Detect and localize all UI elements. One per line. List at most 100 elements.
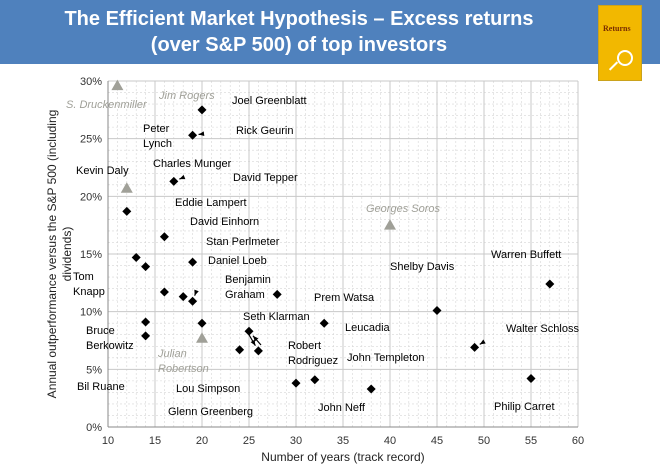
arrowhead-walter-schloss bbox=[479, 339, 486, 345]
x-tick-label: 60 bbox=[572, 435, 584, 447]
label-philip-carret: Philip Carret bbox=[494, 401, 555, 413]
label-bruce-berkowitz: Bruce bbox=[86, 325, 115, 337]
arrowhead-glenn-greenberg bbox=[250, 339, 256, 346]
y-axis-title: Annual outperformance versus the S&P 500… bbox=[45, 110, 59, 399]
x-tick-label: 55 bbox=[525, 435, 537, 447]
arrowhead-seth-klarman bbox=[252, 335, 259, 342]
point-warren-buffett bbox=[545, 279, 555, 289]
label-tom-knapp-line-2: Knapp bbox=[73, 286, 105, 298]
x-tick-label: 50 bbox=[478, 435, 490, 447]
point-john-templeton bbox=[366, 384, 376, 394]
x-axis-title: Number of years (track record) bbox=[261, 450, 424, 464]
point-joel-greenblatt bbox=[197, 105, 207, 115]
x-tick-label: 30 bbox=[290, 435, 302, 447]
label-s-druckenmiller: S. Druckenmiller bbox=[66, 99, 148, 111]
label-eddie-lampert: Eddie Lampert bbox=[175, 197, 247, 209]
arrowhead-david-tepper bbox=[179, 174, 186, 180]
point-walter-schloss bbox=[470, 342, 480, 352]
label-daniel-loeb: Daniel Loeb bbox=[208, 255, 267, 267]
arrowhead-daniel-loeb bbox=[194, 289, 199, 296]
label-georges-soros: Georges Soros bbox=[366, 203, 440, 215]
x-tick-label: 25 bbox=[243, 435, 255, 447]
point-s-druckenmiller bbox=[120, 182, 133, 193]
label-rick-geurin: Rick Geurin bbox=[236, 125, 293, 137]
label-benjamin-graham: Benjamin bbox=[225, 274, 271, 286]
y-tick-label: 25% bbox=[80, 134, 102, 146]
title-banner: The Efficient Market Hypothesis – Excess… bbox=[0, 0, 660, 64]
label-lou-simpson: Lou Simpson bbox=[176, 383, 240, 395]
label-david-einhorn: David Einhorn bbox=[190, 216, 259, 228]
chart-title-line-1: The Efficient Market Hypothesis – Excess… bbox=[64, 8, 534, 30]
label-glenn-greenberg: Glenn Greenberg bbox=[168, 406, 253, 418]
point-rick-geurin bbox=[188, 130, 198, 140]
y-tick-label: 10% bbox=[80, 307, 102, 319]
point-bil-ruane bbox=[141, 331, 151, 341]
label-seth-klarman: Seth Klarman bbox=[243, 311, 310, 323]
point-prem-watsa bbox=[272, 289, 282, 299]
y-tick-label: 0% bbox=[86, 422, 102, 434]
point-lou-simpson bbox=[235, 345, 245, 355]
label-julian-robertson: Julian bbox=[157, 348, 187, 360]
label-walter-schloss: Walter Schloss bbox=[506, 323, 579, 335]
label-kevin-daly: Kevin Daly bbox=[76, 165, 129, 177]
point-philip-carret bbox=[526, 374, 536, 384]
point-benjamin-graham bbox=[197, 318, 207, 328]
magnifier-icon bbox=[617, 50, 633, 66]
x-tick-label: 10 bbox=[102, 435, 114, 447]
point-david-einhorn bbox=[188, 257, 198, 267]
label-stan-perlmeter: Stan Perlmeter bbox=[206, 236, 280, 248]
label-peter-lynch-line-2: Lynch bbox=[143, 138, 172, 150]
label-leucadia: Leucadia bbox=[345, 322, 391, 334]
point-glenn-greenberg bbox=[253, 346, 263, 356]
point-daniel-loeb bbox=[188, 296, 198, 306]
label-benjamin-graham-line-2: Graham bbox=[225, 289, 265, 301]
label-joel-greenblatt: Joel Greenblatt bbox=[232, 95, 307, 107]
y-tick-label: 20% bbox=[80, 191, 102, 203]
point-shelby-davis bbox=[432, 306, 442, 316]
label-charles-munger: Charles Munger bbox=[153, 158, 232, 170]
point-charles-munger bbox=[141, 262, 151, 272]
point-seth-klarman bbox=[244, 326, 254, 336]
label-peter-lynch: Peter bbox=[143, 123, 170, 135]
x-tick-label: 20 bbox=[196, 435, 208, 447]
chart-title-line-2: (over S&P 500) of top investors bbox=[150, 34, 448, 56]
point-georges-soros bbox=[384, 219, 396, 230]
point-peter-lynch bbox=[131, 252, 141, 262]
arrowhead-rick-geurin bbox=[198, 131, 205, 137]
point-tom-knapp bbox=[159, 287, 169, 297]
x-tick-label: 15 bbox=[149, 435, 161, 447]
label-warren-buffett: Warren Buffett bbox=[491, 249, 561, 261]
book-cover-image: Returns bbox=[598, 5, 642, 81]
book-cover-title: Returns bbox=[603, 24, 631, 33]
x-tick-label: 40 bbox=[384, 435, 396, 447]
y-tick-label: 30% bbox=[80, 76, 102, 88]
point-stan-perlmeter bbox=[178, 292, 188, 302]
point-robert-rodriguez bbox=[291, 378, 301, 388]
label-bruce-berkowitz-line-2: Berkowitz bbox=[86, 340, 134, 352]
label-john-neff: John Neff bbox=[318, 402, 366, 414]
label-prem-watsa: Prem Watsa bbox=[314, 292, 375, 304]
label-david-tepper: David Tepper bbox=[233, 172, 298, 184]
y-tick-label: 5% bbox=[86, 364, 102, 376]
label-robert-rodriguez: Robert bbox=[288, 340, 321, 352]
label-robert-rodriguez-line-2: Rodriguez bbox=[288, 355, 338, 367]
point-julian-robertson bbox=[196, 332, 208, 343]
label-julian-robertson-line-2: Robertson bbox=[158, 363, 209, 375]
point-bruce-berkowitz bbox=[141, 317, 151, 327]
label-john-templeton: John Templeton bbox=[347, 352, 424, 364]
x-tick-label: 45 bbox=[431, 435, 443, 447]
x-tick-label: 35 bbox=[337, 435, 349, 447]
label-bil-ruane: Bil Ruane bbox=[77, 381, 125, 393]
point-john-neff bbox=[310, 375, 320, 385]
point-eddie-lampert bbox=[159, 232, 169, 242]
label-shelby-davis: Shelby Davis bbox=[390, 261, 455, 273]
point-david-tepper bbox=[169, 176, 179, 186]
point-kevin-daly bbox=[122, 206, 132, 216]
y-axis-title-line-2: dividends) bbox=[60, 227, 74, 282]
label-jim-rogers: Jim Rogers bbox=[158, 90, 215, 102]
label-tom-knapp: Tom bbox=[73, 271, 94, 283]
point-jim-rogers bbox=[111, 79, 124, 91]
y-tick-label: 15% bbox=[80, 249, 102, 261]
point-leucadia bbox=[319, 318, 329, 328]
